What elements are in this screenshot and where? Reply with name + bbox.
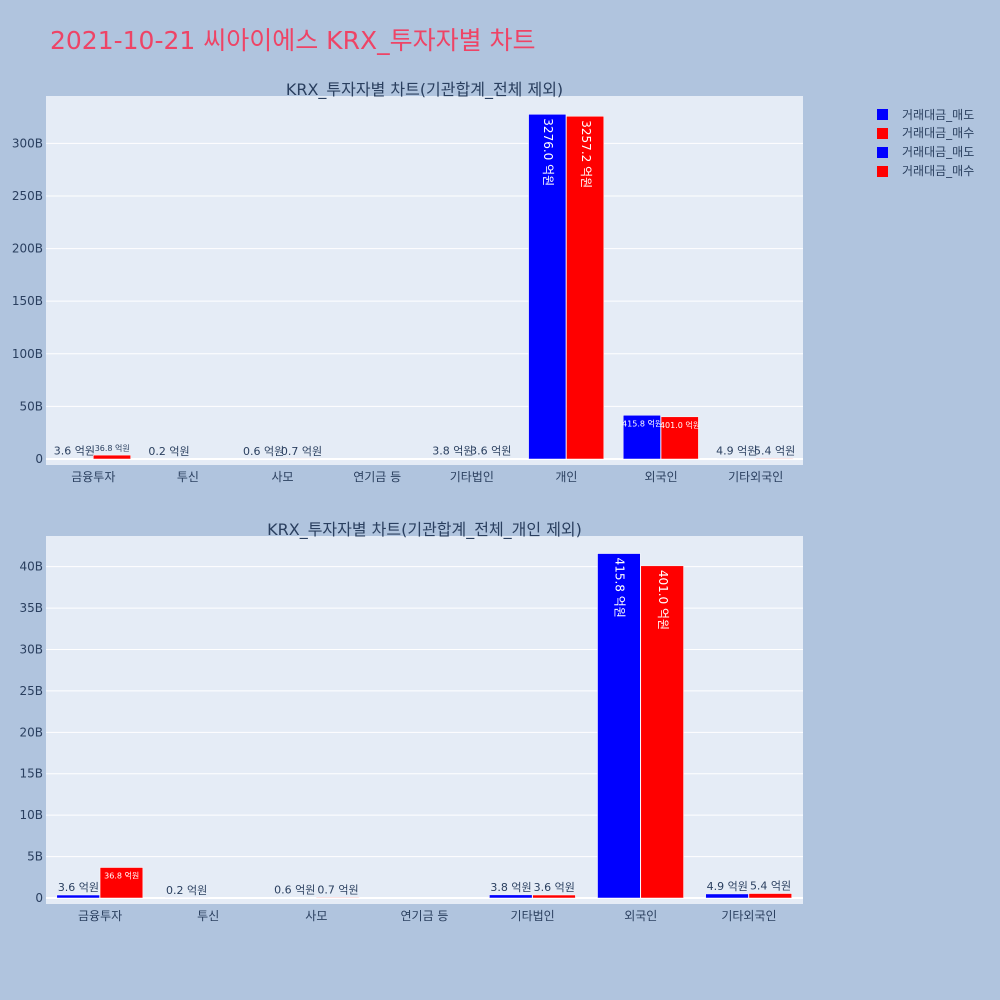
bar-sell[interactable] bbox=[717, 458, 756, 460]
bar-buy[interactable] bbox=[660, 416, 699, 460]
y-tick-label: 50B bbox=[19, 399, 43, 413]
legend-item-buy-1[interactable]: 거래대금_매수 bbox=[877, 126, 974, 140]
y-tick-label: 150B bbox=[12, 294, 43, 308]
x-tick-label: 외국인 bbox=[645, 470, 678, 484]
data-label: 3276.0 억원 bbox=[541, 118, 555, 186]
y-tick-label: 40B bbox=[19, 560, 43, 574]
legend-swatch-buy-2 bbox=[877, 166, 888, 177]
data-label: 0.2 억원 bbox=[148, 445, 189, 458]
legend-label-sell-2: 거래대금_매도 bbox=[902, 145, 974, 159]
chart-top: KRX_투자자별 차트(기관합계_전체 제외) 0 50B 100B 150B 200B 2… bbox=[12, 80, 803, 484]
legend-swatch-buy-1 bbox=[877, 128, 888, 139]
data-label: 415.8 억원 bbox=[622, 418, 662, 428]
legend-swatch-sell-2 bbox=[877, 147, 888, 158]
data-label: 3.6 억원 bbox=[470, 445, 511, 458]
data-label: 415.8 억원 bbox=[613, 558, 627, 618]
data-label: 3257.2 억원 bbox=[579, 120, 593, 188]
y-tick-label: 100B bbox=[12, 347, 43, 361]
data-label: 0.6 억원 bbox=[274, 884, 315, 897]
x-tick-label: 기타외국인 bbox=[728, 470, 783, 484]
bar-buy[interactable] bbox=[93, 454, 131, 460]
legend: 거래대금_매도 거래대금_매수 거래대금_매도 거래대금_매수 bbox=[877, 108, 974, 178]
y-tick-label: 0 bbox=[35, 891, 43, 905]
data-label: 3.6 억원 bbox=[58, 881, 99, 894]
x-tick-label: 사모 bbox=[272, 470, 294, 484]
y-tick-label: 250B bbox=[12, 189, 43, 203]
x-tick-label: 연기금 등 bbox=[401, 909, 449, 923]
bar-sell[interactable] bbox=[56, 894, 100, 899]
x-tick-label: 사모 bbox=[305, 909, 327, 923]
bar-buy[interactable] bbox=[316, 897, 360, 899]
y-tick-label: 300B bbox=[12, 136, 43, 150]
legend-item-sell-2[interactable]: 거래대금_매도 bbox=[877, 145, 974, 159]
y-tick-label: 35B bbox=[19, 601, 43, 615]
bar-buy[interactable] bbox=[99, 867, 144, 899]
x-tick-label: 투신 bbox=[177, 470, 199, 484]
y-tick-label: 20B bbox=[19, 725, 43, 739]
data-label: 36.8 억원 bbox=[95, 443, 130, 453]
data-label: 0.7 억원 bbox=[281, 445, 322, 458]
y-tick-label: 25B bbox=[19, 684, 43, 698]
legend-label-buy-1: 거래대금_매수 bbox=[902, 126, 974, 140]
data-label: 4.9 억원 bbox=[716, 444, 757, 457]
y-tick-label: 5B bbox=[27, 850, 43, 864]
data-label: 401.0 억원 bbox=[656, 570, 670, 630]
x-tick-label: 외국인 bbox=[624, 909, 657, 923]
data-label: 5.4 억원 bbox=[750, 880, 791, 893]
data-label: 0.7 억원 bbox=[317, 883, 358, 896]
x-tick-label: 개인 bbox=[555, 470, 577, 484]
x-tick-label: 연기금 등 bbox=[353, 470, 401, 484]
data-label: 401.0 억원 bbox=[660, 420, 700, 430]
bar-buy[interactable] bbox=[640, 565, 684, 899]
x-tick-label: 기타외국인 bbox=[721, 909, 776, 923]
data-label: 0.6 억원 bbox=[243, 445, 284, 458]
legend-swatch-sell-1 bbox=[877, 109, 888, 120]
x-tick-label: 금융투자 bbox=[71, 470, 115, 484]
data-label: 3.8 억원 bbox=[432, 445, 473, 458]
bar-sell[interactable] bbox=[597, 553, 641, 899]
plot-area-0 bbox=[46, 96, 803, 465]
x-tick-label: 투신 bbox=[197, 909, 219, 923]
bar-buy[interactable] bbox=[566, 116, 605, 460]
y-tick-label: 10B bbox=[19, 808, 43, 822]
bar-buy[interactable] bbox=[748, 893, 792, 899]
bar-buy[interactable] bbox=[755, 458, 794, 460]
plot-area-1 bbox=[46, 536, 803, 904]
legend-item-buy-2[interactable]: 거래대금_매수 bbox=[877, 164, 974, 178]
y-tick-label: 30B bbox=[19, 642, 43, 656]
x-tick-label: 금융투자 bbox=[78, 909, 122, 923]
y-tick-label: 15B bbox=[19, 767, 43, 781]
bar-buy[interactable] bbox=[532, 894, 576, 899]
legend-label-buy-2: 거래대금_매수 bbox=[902, 164, 974, 178]
y-tick-label: 0 bbox=[35, 452, 43, 466]
legend-label-sell-1: 거래대금_매도 bbox=[902, 108, 974, 122]
chart-title-1: KRX_투자자별 차트(기관합계_전체_개인 제외) bbox=[267, 520, 582, 540]
data-label: 3.6 억원 bbox=[534, 881, 575, 894]
data-label: 3.8 억원 bbox=[490, 881, 531, 894]
bar-sell[interactable] bbox=[489, 894, 533, 899]
chart-bottom: KRX_투자자별 차트(기관합계_전체_개인 제외) 0 5B 10B 15B 20B 25… bbox=[19, 520, 803, 923]
bar-sell[interactable] bbox=[622, 415, 661, 460]
data-label: 3.6 억원 bbox=[54, 445, 95, 458]
data-label: 0.2 억원 bbox=[166, 884, 207, 897]
x-tick-label: 기타법인 bbox=[511, 909, 555, 923]
bar-sell[interactable] bbox=[528, 114, 567, 460]
data-label: 36.8 억원 bbox=[104, 871, 139, 881]
data-label: 4.9 억원 bbox=[707, 880, 748, 893]
main-title: 2021-10-21 씨아이에스 KRX_투자자별 차트 bbox=[50, 26, 536, 55]
bar-sell[interactable] bbox=[705, 893, 749, 899]
legend-item-sell-1[interactable]: 거래대금_매도 bbox=[877, 108, 974, 122]
x-tick-label: 기타법인 bbox=[450, 470, 494, 484]
y-tick-label: 200B bbox=[12, 242, 43, 256]
data-label: 5.4 억원 bbox=[754, 444, 795, 457]
chart-title-0: KRX_투자자별 차트(기관합계_전체 제외) bbox=[286, 80, 563, 100]
